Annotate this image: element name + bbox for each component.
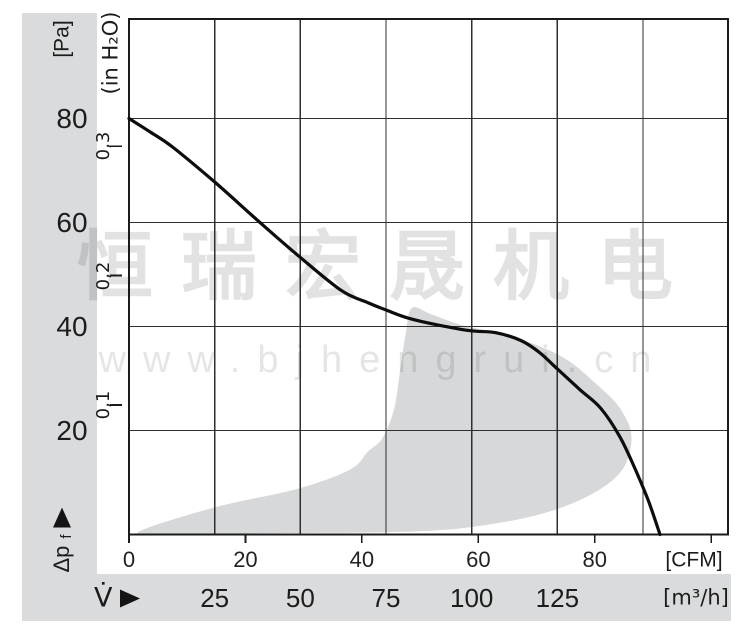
m3h-tick-label: 50 (285, 583, 315, 613)
inh2o-tick-label: 0,3 (93, 131, 114, 161)
pa-tick-label: 20 (56, 414, 88, 446)
flow-axis-label: V̇ (94, 582, 141, 614)
pa-tick-label: 80 (56, 102, 88, 134)
cfm-tick-label: 0 (122, 547, 136, 572)
inh2o-unit-label: (in H₂O) (98, 11, 123, 95)
pa-unit-label: [Pa] (50, 20, 74, 58)
operating-region (137, 306, 632, 535)
y-axis-band (22, 13, 97, 621)
pressure-arrow-icon (53, 507, 71, 528)
cfm-tick-label: 20 (233, 547, 258, 572)
m3h-tick-label: 25 (200, 583, 230, 613)
m3h-unit-label: [m³/h] (663, 585, 729, 610)
inh2o-tick-label: 0,2 (93, 261, 114, 290)
cfm-tick-label: 80 (582, 547, 608, 572)
inh2o-tick-label: 0,1 (93, 390, 114, 420)
fan-curve (127, 116, 662, 537)
m3h-tick-label: 75 (371, 583, 401, 613)
cfm-tick-label: 60 (466, 547, 491, 572)
pa-tick-label: 60 (56, 206, 88, 238)
flow-symbol-label: V̇ (94, 582, 113, 614)
m3h-tick-label: 100 (449, 583, 494, 613)
plot-border (128, 18, 729, 536)
m3h-tick-label: 125 (535, 583, 580, 613)
delta-pf-subscript: f (57, 534, 75, 539)
delta-pf-axis-label: Δp f (49, 507, 75, 573)
cfm-tick-label: 40 (349, 547, 375, 572)
cfm-unit-label: [CFM] (665, 548, 723, 572)
delta-pf-text: Δp (49, 545, 74, 573)
flow-arrow-icon (120, 589, 141, 607)
pa-tick-label: 40 (56, 310, 88, 342)
